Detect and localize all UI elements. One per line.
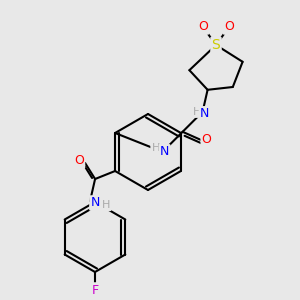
- Text: N: N: [90, 196, 100, 209]
- Text: N: N: [160, 145, 169, 158]
- Text: H: H: [152, 143, 160, 153]
- Text: O: O: [224, 20, 234, 34]
- Text: O: O: [198, 20, 208, 34]
- Text: S: S: [212, 38, 220, 52]
- Text: F: F: [92, 284, 99, 296]
- Text: O: O: [202, 133, 212, 146]
- Text: H: H: [192, 107, 201, 117]
- Text: N: N: [200, 107, 209, 120]
- Text: H: H: [102, 200, 110, 210]
- Text: O: O: [74, 154, 84, 167]
